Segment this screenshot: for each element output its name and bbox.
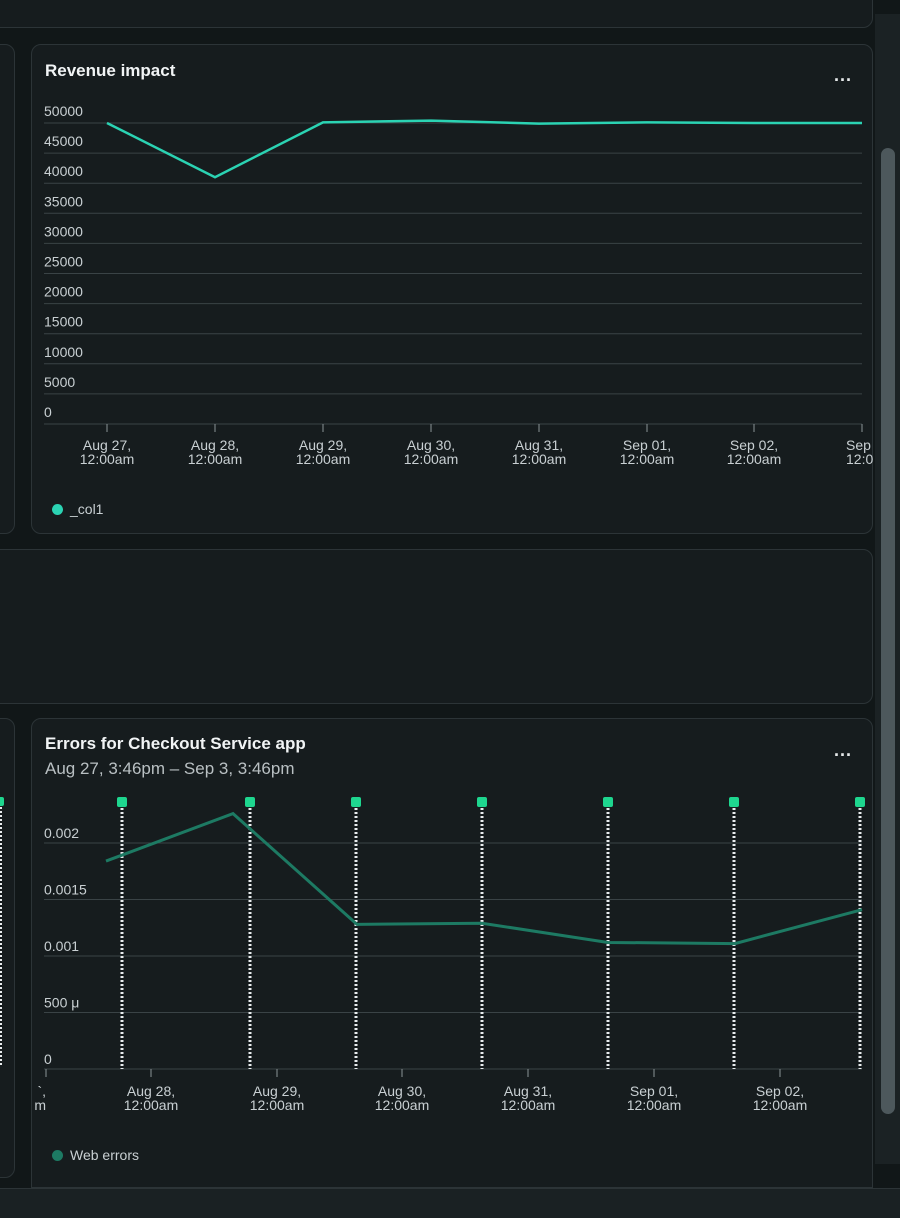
revenue-xtick-label-line2: 12:00am — [727, 451, 781, 467]
deployment-marker-cap — [603, 797, 613, 807]
errors-ytick-label: 0.002 — [44, 825, 79, 841]
errors-ytick-label: 0.0015 — [44, 882, 87, 898]
top-panel-clipped — [0, 0, 873, 28]
errors-xtick-label-line2: 12:00am — [250, 1097, 304, 1113]
deployment-marker-cap — [245, 797, 255, 807]
revenue-legend[interactable]: _col1 — [52, 501, 103, 517]
revenue-impact-panel: Revenue impact ... 50000 45000 40000 35000 3… — [31, 44, 873, 534]
revenue-ytick-label: 35000 — [44, 193, 83, 209]
left-marker-cap — [0, 797, 4, 806]
errors-xtick-label-line1: Sep 02, — [756, 1083, 804, 1099]
left-panel-markers — [0, 797, 4, 1067]
revenue-xtick-label-line1: Sep 02, — [730, 437, 778, 453]
revenue-ytick-label: 10000 — [44, 344, 83, 360]
errors-panel: Errors for Checkout Service app Aug 27, … — [31, 718, 873, 1188]
errors-xtick-label-line2: 12:00am — [753, 1097, 807, 1113]
revenue-ytick-label: 20000 — [44, 284, 83, 300]
errors-xtick-label-line1: Aug 31, — [504, 1083, 552, 1099]
errors-panel-timerange: Aug 27, 3:46pm – Sep 3, 3:46pm — [45, 759, 295, 778]
revenue-ytick-label: 30000 — [44, 223, 83, 239]
deployment-marker-cap — [477, 797, 487, 807]
errors-legend-label: Web errors — [70, 1147, 139, 1163]
revenue-chart: 5000045000400003500030000250002000015000… — [44, 103, 873, 467]
deployment-marker-cap — [855, 797, 865, 807]
errors-legend-dot-icon — [52, 1149, 63, 1161]
revenue-more-menu-button[interactable]: ... — [833, 65, 852, 85]
revenue-xtick-label-line1: Aug 29, — [299, 437, 347, 453]
deployment-marker-cap — [729, 797, 739, 807]
revenue-xtick-label-line2: 12:00am — [404, 451, 458, 467]
revenue-ytick-label: 25000 — [44, 254, 83, 270]
errors-xtick-label-line1: Aug 29, — [253, 1083, 301, 1099]
revenue-ytick-label: 45000 — [44, 133, 83, 149]
errors-xtick-label-line1: Sep 01, — [630, 1083, 678, 1099]
deployment-marker-cap — [351, 797, 361, 807]
left-panel-clipped-1 — [0, 44, 15, 534]
errors-xtick-label-line2: m — [34, 1097, 46, 1113]
errors-ytick-label: 500 μ — [44, 995, 79, 1011]
revenue-xtick-label-line2: 12:00am — [188, 451, 242, 467]
revenue-xtick-label-line1: Aug 27, — [83, 437, 131, 453]
revenue-ytick-label: 5000 — [44, 374, 75, 390]
revenue-xtick-label-line2: 12:00am — [296, 451, 350, 467]
revenue-series-line — [106, 119, 862, 179]
revenue-panel-title: Revenue impact — [45, 61, 176, 80]
errors-xtick-label-line1: `, — [37, 1083, 46, 1099]
revenue-xtick-label-line1: Sep — [846, 437, 871, 453]
revenue-xtick-label-line2: 12:00am — [620, 451, 674, 467]
empty-panel — [0, 549, 873, 704]
errors-legend[interactable]: Web errors — [52, 1147, 139, 1163]
revenue-xtick-label-line1: Aug 28, — [191, 437, 239, 453]
errors-series-line — [105, 811, 863, 946]
errors-xtick-label-line1: Aug 28, — [127, 1083, 175, 1099]
revenue-xtick-label-line2: 12:00am — [512, 451, 566, 467]
errors-xtick-label-line2: 12:00am — [501, 1097, 555, 1113]
revenue-xtick-label-line2: 12:0 — [846, 451, 873, 467]
revenue-legend-dot-icon — [52, 503, 63, 515]
left-panel-clipped-2 — [0, 718, 15, 1178]
revenue-ytick-label: 0 — [44, 404, 52, 420]
errors-more-menu-button[interactable]: ... — [833, 740, 852, 760]
revenue-xtick-label-line1: Aug 31, — [515, 437, 563, 453]
revenue-ytick-label: 40000 — [44, 163, 83, 179]
errors-panel-title: Errors for Checkout Service app — [45, 734, 306, 753]
revenue-ytick-label: 50000 — [44, 103, 83, 119]
revenue-xtick-label-line1: Sep 01, — [623, 437, 671, 453]
errors-ytick-label: 0.001 — [44, 938, 79, 954]
revenue-legend-label: _col1 — [70, 501, 104, 517]
errors-xtick-label-line2: 12:00am — [627, 1097, 681, 1113]
errors-xtick-label-line2: 12:00am — [124, 1097, 178, 1113]
revenue-ytick-label: 15000 — [44, 314, 83, 330]
errors-ytick-label: 0 — [44, 1051, 52, 1067]
bottom-bar — [0, 1188, 900, 1218]
revenue-xtick-label-line2: 12:00am — [80, 451, 134, 467]
scrollbar-thumb[interactable] — [881, 148, 895, 1114]
errors-xtick-label-line2: 12:00am — [375, 1097, 429, 1113]
deployment-marker-cap — [117, 797, 127, 807]
errors-xtick-label-line1: Aug 30, — [378, 1083, 426, 1099]
revenue-xtick-label-line1: Aug 30, — [407, 437, 455, 453]
